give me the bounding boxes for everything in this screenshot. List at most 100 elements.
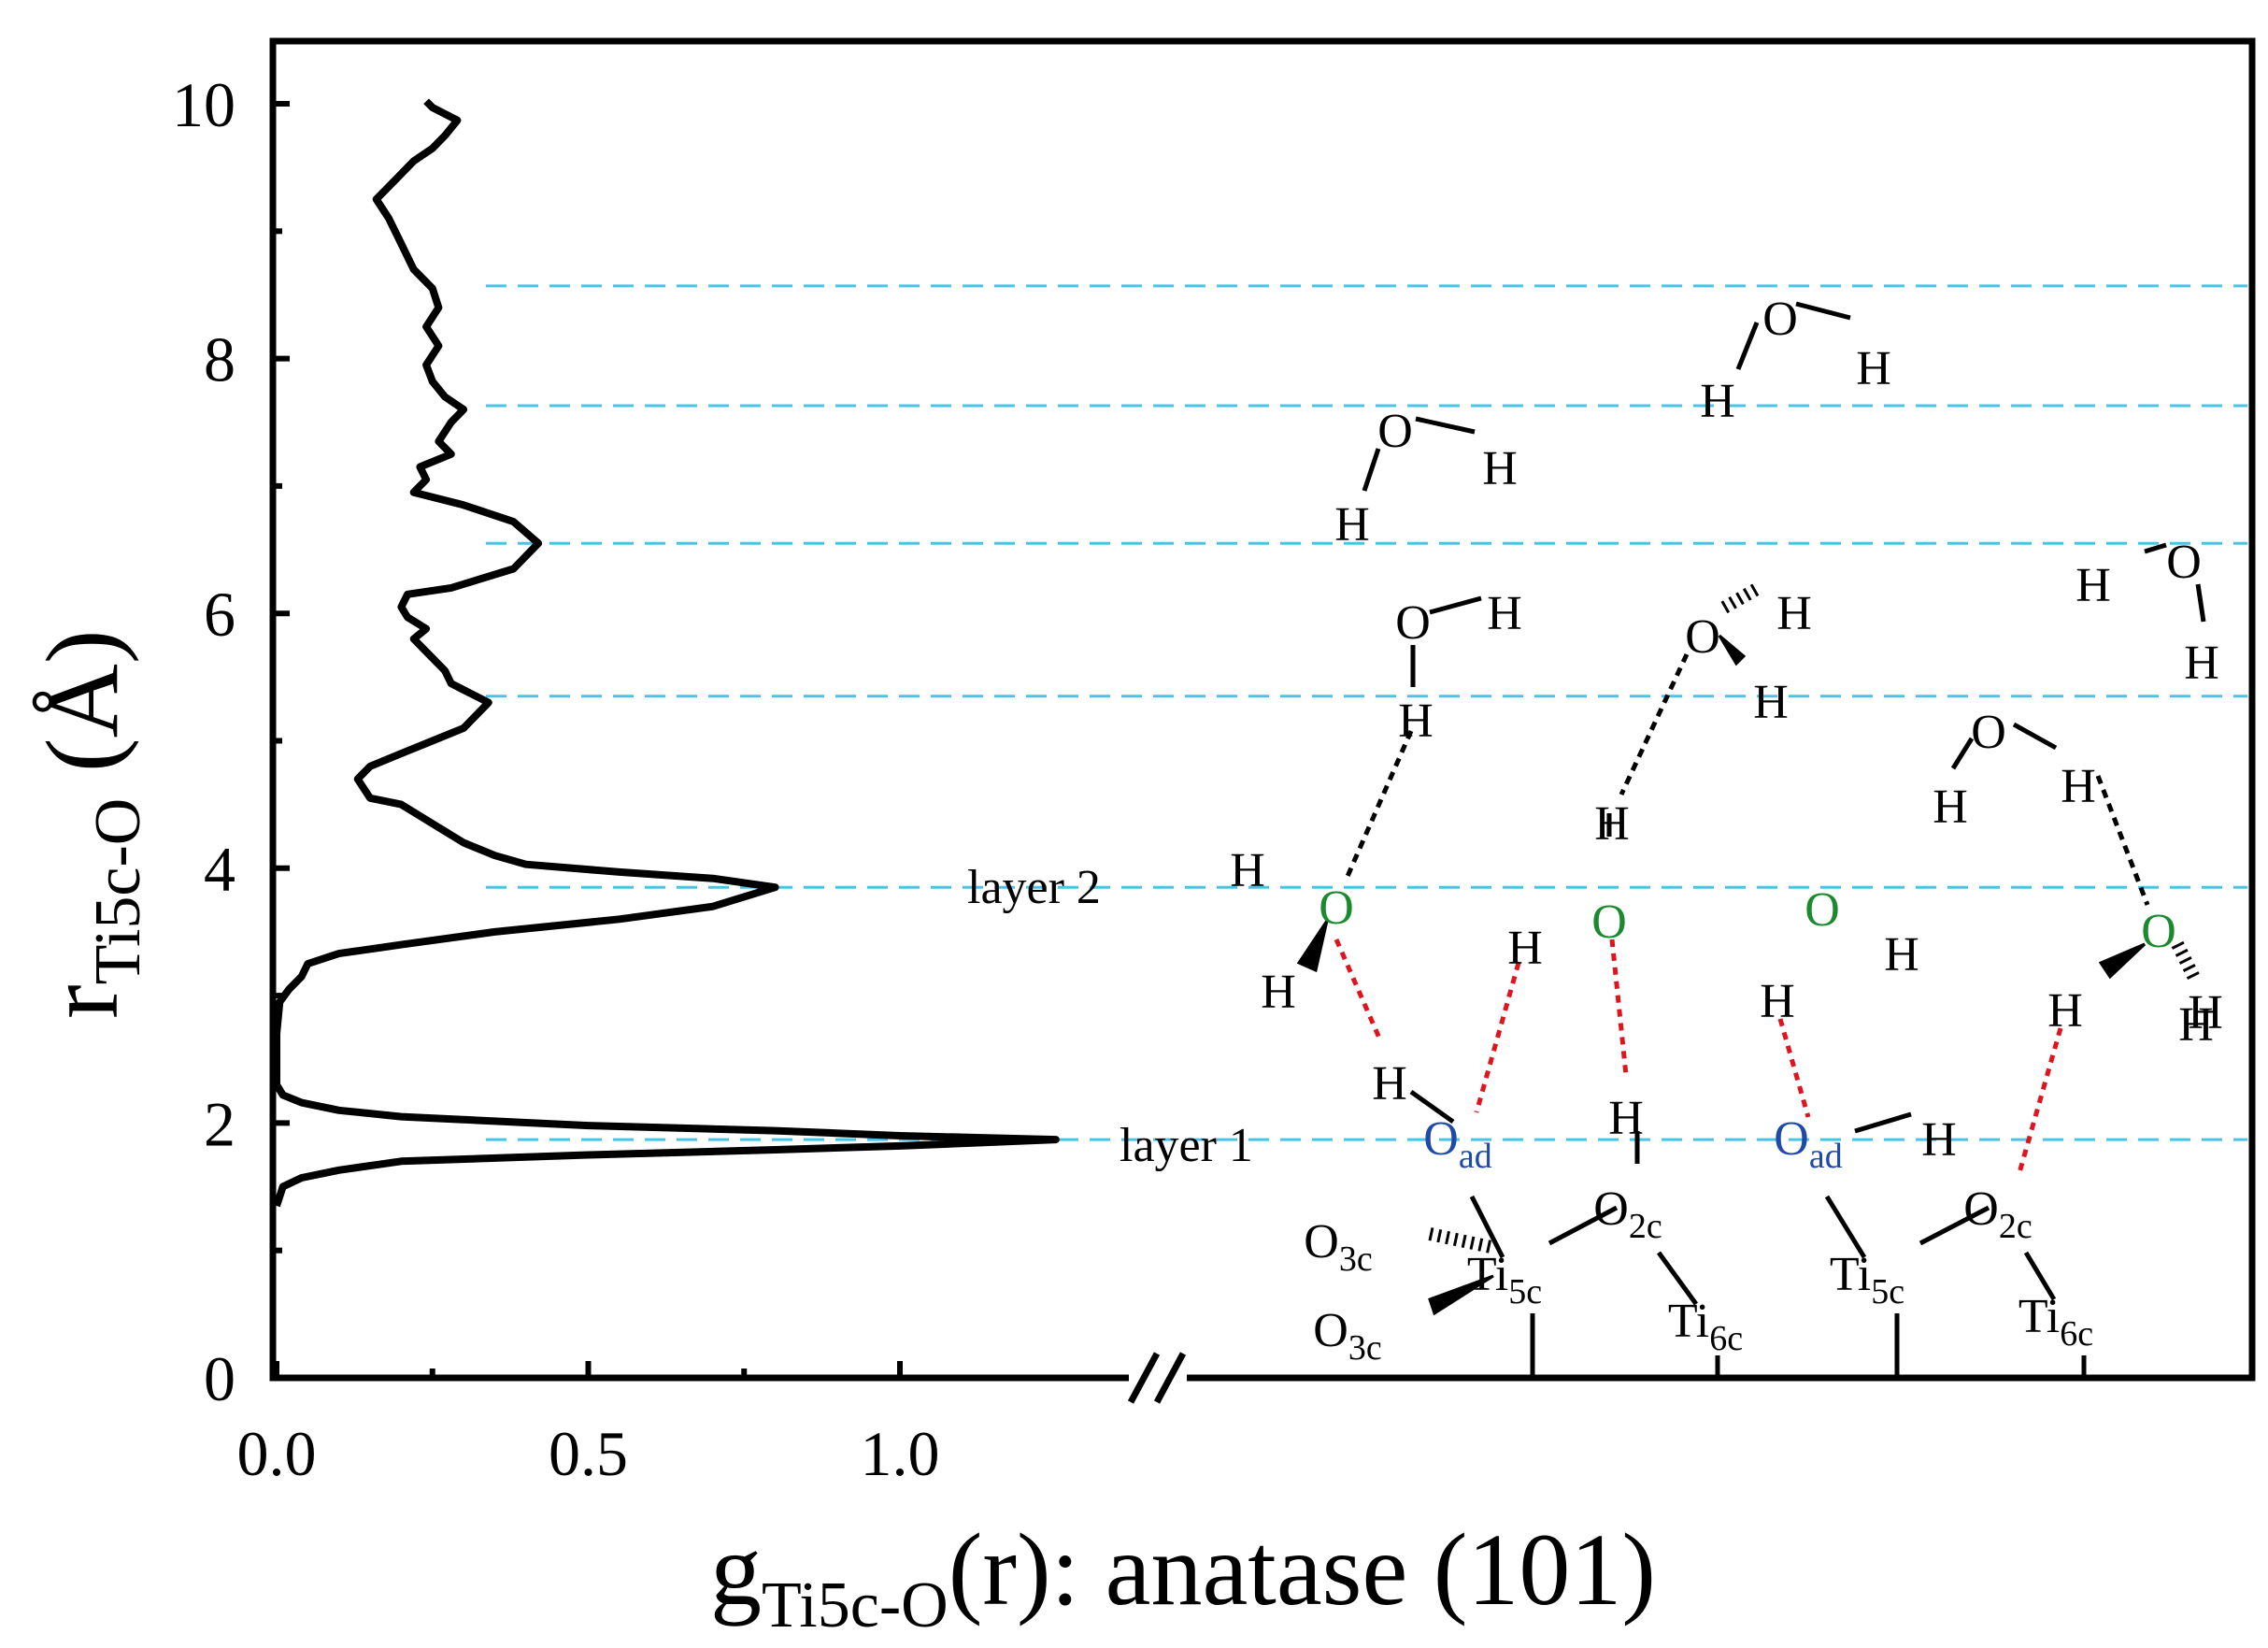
atom-l2-c-O: O — [1804, 883, 1840, 937]
y-axis-title-sub: Ti5c-O — [82, 798, 154, 985]
bond-line — [2195, 583, 2206, 623]
hbond-black — [1619, 652, 1690, 796]
x-axis-title-rest: (r): anatase (101) — [949, 1512, 1656, 1627]
atom-l1-a-H: H — [1372, 1057, 1407, 1111]
atom-l2-d-O: O — [2141, 905, 2176, 958]
wedge-bond — [2098, 942, 2147, 980]
atom-w-mid-center-O: O — [1685, 610, 1720, 664]
atom-l1-c-H: H — [1921, 1113, 1957, 1167]
axes: 0 2 4 6 8 10 0.0 0.5 1.0 — [172, 69, 940, 1489]
bond-line — [1429, 595, 1482, 615]
label-oad-1: Oad — [1423, 1112, 1491, 1176]
hbond-red — [1334, 939, 1384, 1043]
bond-line — [1656, 1251, 1699, 1306]
atom-l2-a-O: O — [1319, 881, 1354, 935]
atom-w-mid-right-H1: H — [2061, 760, 2096, 813]
bond-line — [1795, 301, 1851, 321]
plot-frame — [269, 37, 2256, 1382]
atom-w-top1-H1: H — [1856, 342, 1891, 395]
y-tick-label: 2 — [204, 1088, 235, 1159]
label-ti6c-1: Ti6c — [1668, 1295, 1743, 1358]
atom-w-mid-right-H2: H — [1933, 781, 1968, 834]
atom-w-mid-center-H1: H — [1776, 587, 1812, 640]
bond-line — [1409, 1089, 1455, 1125]
dashed-level-lines — [486, 284, 2247, 1141]
rdf-series-line — [273, 98, 1060, 1208]
hbond-red — [1777, 1018, 1811, 1118]
y-axis-title: rTi5c-O (Å) — [25, 629, 154, 1019]
label-o2c-2: O2c — [1963, 1182, 2032, 1246]
bond-line — [1824, 1195, 1867, 1259]
bond-line — [2023, 1251, 2057, 1301]
bond-line — [1362, 448, 1381, 492]
x-tick-label: 0.5 — [549, 1418, 628, 1489]
hbond-black — [2095, 775, 2150, 906]
y-tick-label: 4 — [204, 834, 235, 905]
atom-l2-a-H2: H — [1261, 966, 1296, 1019]
hashed-bond — [1720, 582, 1761, 614]
bond-line — [1919, 1205, 1990, 1246]
bond-line — [1415, 416, 1476, 435]
label-ti5c-1: Ti5c — [1467, 1248, 1542, 1311]
hbond-red — [1609, 939, 1629, 1076]
x-tick-label: 0.0 — [237, 1418, 317, 1489]
y-axis-title-unit: (Å) — [25, 629, 139, 797]
atom-w-mid-left-O: O — [1395, 596, 1431, 650]
atom-w-upper-left-O: O — [1377, 405, 1413, 458]
hbond-red — [2016, 1027, 2063, 1177]
hbond-red — [1474, 962, 1521, 1113]
atom-l2-c-H1: H — [1884, 928, 1919, 982]
atom-l2-b-O: O — [1591, 896, 1627, 949]
atom-w-mid-left-H1: H — [1487, 587, 1522, 640]
bond-line — [2144, 542, 2167, 554]
bond-line — [1548, 1205, 1619, 1246]
atom-l2-d-H1: H — [2178, 998, 2214, 1052]
bond-line — [1950, 737, 1975, 770]
y-tick-label: 10 — [172, 69, 235, 140]
atom-w-mid-left-H2: H — [1398, 695, 1434, 748]
label-o2c-1: O2c — [1593, 1182, 1662, 1246]
y-tick-label: 0 — [204, 1343, 235, 1414]
label-o3c-1: O3c — [1304, 1215, 1372, 1279]
label-ti5c-2: Ti5c — [1830, 1248, 1904, 1311]
atom-w-mid-center-H2: H — [1753, 676, 1789, 729]
bond-line — [1854, 1111, 1912, 1134]
axis-break-mark-right — [1153, 1352, 1187, 1404]
hashed-bond — [1428, 1227, 1497, 1254]
bond-line — [1469, 1195, 1505, 1259]
axis-break-mark-left — [1127, 1352, 1161, 1404]
y-tick-label: 6 — [204, 579, 235, 650]
atom-l2-a-H1: H — [1230, 844, 1265, 897]
hbond-black — [1343, 729, 1414, 882]
label-ti6c-2: Ti6c — [2018, 1290, 2093, 1354]
atom-l1-b-H: H — [1608, 1092, 1644, 1145]
atom-w-top1-H2: H — [1700, 375, 1735, 428]
layer-1-label: layer 1 — [1120, 1119, 1253, 1172]
layer-2-label: layer 2 — [967, 861, 1101, 914]
series-layer — [273, 98, 1060, 1208]
bond-line — [1735, 322, 1760, 370]
bond-line — [2012, 722, 2058, 751]
atom-w-upper-left-H2: H — [1334, 498, 1370, 552]
hashed-bond — [2171, 940, 2203, 985]
atom-w-top1-O: O — [1762, 293, 1798, 346]
wedge-bond — [1718, 634, 1747, 666]
y-tick-label: 8 — [204, 324, 235, 395]
wedge-bond — [1428, 1274, 1494, 1316]
atom-w-right-top-H1: H — [2075, 559, 2111, 612]
x-tick-label: 1.0 — [861, 1418, 940, 1489]
x-axis-title-sub: Ti5c-O — [762, 1569, 949, 1641]
atom-w-mid-right-O: O — [1971, 706, 2006, 759]
atom-w-upper-left-H1: H — [1482, 442, 1518, 495]
label-oad-2: Oad — [1774, 1112, 1842, 1176]
wedge-bond — [1296, 920, 1329, 973]
label-o3c-2: O3c — [1313, 1304, 1381, 1368]
atom-w-right-top-H2: H — [2184, 637, 2219, 690]
y-axis-title-main: r — [25, 984, 139, 1019]
atom-l2-b-H2: H — [1594, 797, 1630, 851]
x-axis-title-main: g — [710, 1512, 762, 1627]
atom-l2-b-H1: H — [1507, 922, 1543, 975]
atom-w-right-top-O: O — [2166, 536, 2202, 589]
